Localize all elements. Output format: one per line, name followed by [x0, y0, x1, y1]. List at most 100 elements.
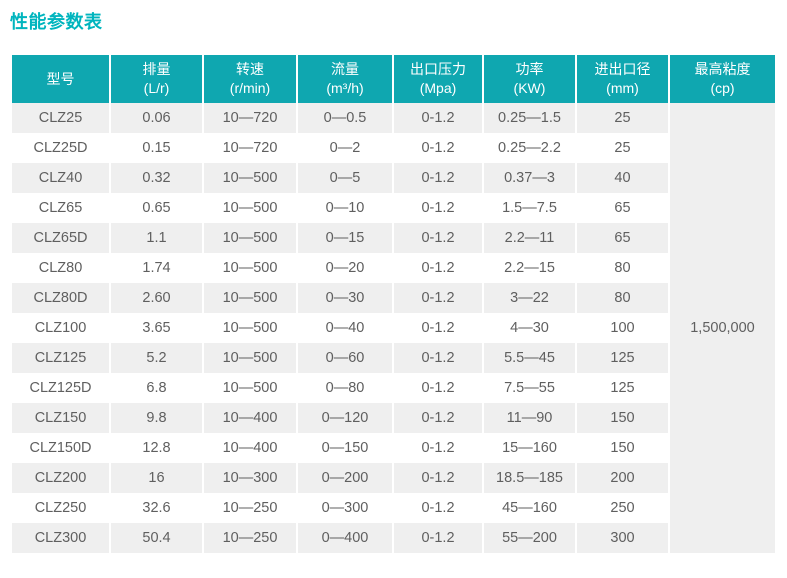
displacement-cell: 6.8	[109, 373, 203, 403]
outlet-pressure-cell: 0-1.2	[392, 103, 483, 133]
table-row-CLZ250: CLZ250 32.6 10—250 0—300 0-1.2 45—160 250	[12, 493, 775, 523]
column-unit: (cp)	[710, 80, 735, 96]
column-label: 功率	[515, 61, 544, 77]
displacement-cell: 3.65	[109, 313, 203, 343]
displacement-cell: 0.06	[109, 103, 203, 133]
column-header-model: 型号	[12, 55, 110, 103]
speed-cell: 10—250	[202, 493, 297, 523]
flow-cell: 0—400	[296, 523, 393, 553]
table-header: 型号 排量 (L/r) 转速 (r/min) 流量 (m³/h) 出口压力 (Mpa) 功率 (KW…	[12, 55, 775, 103]
model-cell: CLZ200	[12, 463, 110, 493]
model-cell: CLZ125D	[12, 373, 110, 403]
outlet-pressure-cell: 0-1.2	[392, 193, 483, 223]
port-diameter-cell: 40	[575, 163, 669, 193]
column-header-displacement: 排量 (L/r)	[109, 55, 203, 103]
outlet-pressure-cell: 0-1.2	[392, 343, 483, 373]
power-cell: 7.5—55	[482, 373, 576, 403]
flow-cell: 0—2	[296, 133, 393, 163]
displacement-cell: 1.1	[109, 223, 203, 253]
table-row-CLZ200: CLZ200 16 10—300 0—200 0-1.2 18.5—185 200	[12, 463, 775, 493]
column-unit: (L/r)	[143, 80, 170, 96]
speed-cell: 10—500	[202, 253, 297, 283]
column-label: 最高粘度	[694, 61, 751, 77]
power-cell: 18.5—185	[482, 463, 576, 493]
power-cell: 3—22	[482, 283, 576, 313]
port-diameter-cell: 80	[575, 283, 669, 313]
flow-cell: 0—15	[296, 223, 393, 253]
flow-cell: 0—60	[296, 343, 393, 373]
column-unit: (KW)	[513, 80, 546, 96]
outlet-pressure-cell: 0-1.2	[392, 223, 483, 253]
model-cell: CLZ25	[12, 103, 110, 133]
port-diameter-cell: 150	[575, 433, 669, 463]
power-cell: 2.2—15	[482, 253, 576, 283]
performance-parameter-table: 型号 排量 (L/r) 转速 (r/min) 流量 (m³/h) 出口压力 (Mpa) 功率 (KW…	[12, 55, 775, 553]
displacement-cell: 16	[109, 463, 203, 493]
flow-cell: 0—200	[296, 463, 393, 493]
column-header-speed: 转速 (r/min)	[202, 55, 297, 103]
power-cell: 11—90	[482, 403, 576, 433]
outlet-pressure-cell: 0-1.2	[392, 523, 483, 553]
column-unit: (r/min)	[229, 80, 271, 96]
flow-cell: 0—10	[296, 193, 393, 223]
port-diameter-cell: 150	[575, 403, 669, 433]
speed-cell: 10—250	[202, 523, 297, 553]
power-cell: 45—160	[482, 493, 576, 523]
column-header-outlet-pressure: 出口压力 (Mpa)	[392, 55, 483, 103]
column-unit: (mm)	[606, 80, 639, 96]
speed-cell: 10—500	[202, 193, 297, 223]
power-cell: 0.25—2.2	[482, 133, 576, 163]
port-diameter-cell: 80	[575, 253, 669, 283]
speed-cell: 10—500	[202, 283, 297, 313]
flow-cell: 0—40	[296, 313, 393, 343]
displacement-cell: 2.60	[109, 283, 203, 313]
displacement-cell: 9.8	[109, 403, 203, 433]
column-header-max-viscosity: 最高粘度 (cp)	[668, 55, 775, 103]
model-cell: CLZ80D	[12, 283, 110, 313]
table-row-CLZ150: CLZ150 9.8 10—400 0—120 0-1.2 11—90 150	[12, 403, 775, 433]
power-cell: 1.5—7.5	[482, 193, 576, 223]
column-unit: (Mpa)	[419, 80, 457, 96]
speed-cell: 10—500	[202, 313, 297, 343]
port-diameter-cell: 65	[575, 193, 669, 223]
port-diameter-cell: 300	[575, 523, 669, 553]
flow-cell: 0—20	[296, 253, 393, 283]
model-cell: CLZ150D	[12, 433, 110, 463]
port-diameter-cell: 25	[575, 103, 669, 133]
table-row-CLZ65: CLZ65 0.65 10—500 0—10 0-1.2 1.5—7.5 65	[12, 193, 775, 223]
power-cell: 5.5—45	[482, 343, 576, 373]
speed-cell: 10—500	[202, 373, 297, 403]
table-row-CLZ80: CLZ80 1.74 10—500 0—20 0-1.2 2.2—15 80	[12, 253, 775, 283]
model-cell: CLZ40	[12, 163, 110, 193]
flow-cell: 0—30	[296, 283, 393, 313]
outlet-pressure-cell: 0-1.2	[392, 163, 483, 193]
table-row-CLZ100: CLZ100 3.65 10—500 0—40 0-1.2 4—30 100	[12, 313, 775, 343]
port-diameter-cell: 200	[575, 463, 669, 493]
page-title: 性能参数表	[10, 12, 103, 32]
port-diameter-cell: 25	[575, 133, 669, 163]
outlet-pressure-cell: 0-1.2	[392, 463, 483, 493]
max-viscosity-cell: 1,500,000	[668, 103, 775, 553]
power-cell: 55—200	[482, 523, 576, 553]
outlet-pressure-cell: 0-1.2	[392, 313, 483, 343]
flow-cell: 0—5	[296, 163, 393, 193]
speed-cell: 10—400	[202, 403, 297, 433]
power-cell: 0.25—1.5	[482, 103, 576, 133]
outlet-pressure-cell: 0-1.2	[392, 433, 483, 463]
displacement-cell: 50.4	[109, 523, 203, 553]
displacement-cell: 1.74	[109, 253, 203, 283]
table-row-CLZ40: CLZ40 0.32 10—500 0—5 0-1.2 0.37—3 40	[12, 163, 775, 193]
speed-cell: 10—500	[202, 343, 297, 373]
displacement-cell: 0.65	[109, 193, 203, 223]
displacement-cell: 0.15	[109, 133, 203, 163]
port-diameter-cell: 100	[575, 313, 669, 343]
outlet-pressure-cell: 0-1.2	[392, 283, 483, 313]
table-row-CLZ25D: CLZ25D 0.15 10—720 0—2 0-1.2 0.25—2.2 25	[12, 133, 775, 163]
flow-cell: 0—300	[296, 493, 393, 523]
port-diameter-cell: 125	[575, 343, 669, 373]
power-cell: 15—160	[482, 433, 576, 463]
column-label: 出口压力	[410, 61, 466, 77]
table-row-CLZ80D: CLZ80D 2.60 10—500 0—30 0-1.2 3—22 80	[12, 283, 775, 313]
model-cell: CLZ125	[12, 343, 110, 373]
